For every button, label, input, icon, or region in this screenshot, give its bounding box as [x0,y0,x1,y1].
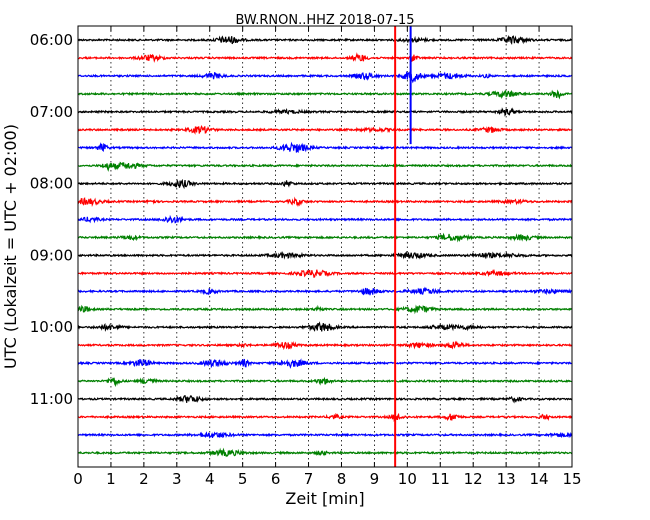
x-tick-label: 6 [271,470,281,488]
seismogram-trace [77,178,573,190]
seismogram-trace [77,52,573,63]
seismogram-trace [77,412,573,423]
seismogram-trace [77,358,573,369]
seismogram-trace [77,340,573,351]
seismogram-trace [77,286,573,296]
seismogram-trace [77,161,573,172]
seismogram-trace [77,431,573,439]
x-tick-label: 4 [205,470,215,488]
y-axis-label: UTC (Lokalzeit = UTC + 02:00) [1,124,20,369]
seismogram-trace [77,268,573,279]
x-tick-label: 5 [238,470,248,488]
y-tick-label: 10:00 [30,318,73,336]
x-tick-label: 3 [172,470,182,488]
y-tick-label: 08:00 [30,175,73,193]
y-tick-label: 11:00 [30,390,73,408]
plot-frame [77,25,573,468]
seismogram-trace [77,447,573,458]
x-axis-label: Zeit [min] [285,489,364,508]
seismogram-trace [77,141,573,153]
seismogram-trace [77,250,573,260]
x-tick-label: 0 [73,470,83,488]
chart-title: BW.RNON..HHZ 2018-07-15 [235,13,414,28]
seismogram-trace [77,232,573,243]
seismogram-trace [77,107,573,117]
x-tick-label: 15 [562,470,581,488]
seismogram-trace [77,214,573,224]
seismogram-trace [77,394,573,404]
seismogram-trace [77,34,573,46]
x-tick-label: 8 [337,470,347,488]
y-tick-label: 07:00 [30,103,73,121]
x-tick-label: 9 [370,470,380,488]
seismogram-trace [77,376,573,388]
seismogram-trace [77,321,573,332]
x-tick-label: 13 [497,470,516,488]
x-tick-label: 7 [304,470,314,488]
x-tick-label: 14 [530,470,549,488]
x-tick-label: 10 [398,470,417,488]
y-tick-label: 09:00 [30,246,73,264]
y-tick-label: 06:00 [30,31,73,49]
plot-area [78,26,572,467]
seismogram-trace [77,89,573,100]
seismogram-trace [77,196,573,208]
seismogram-trace [77,125,573,135]
x-tick-label: 12 [464,470,483,488]
x-tick-label: 2 [139,470,149,488]
x-tick-label: 11 [431,470,450,488]
x-tick-label: 1 [106,470,116,488]
seismogram-trace [77,71,573,84]
seismogram-trace [77,304,573,315]
